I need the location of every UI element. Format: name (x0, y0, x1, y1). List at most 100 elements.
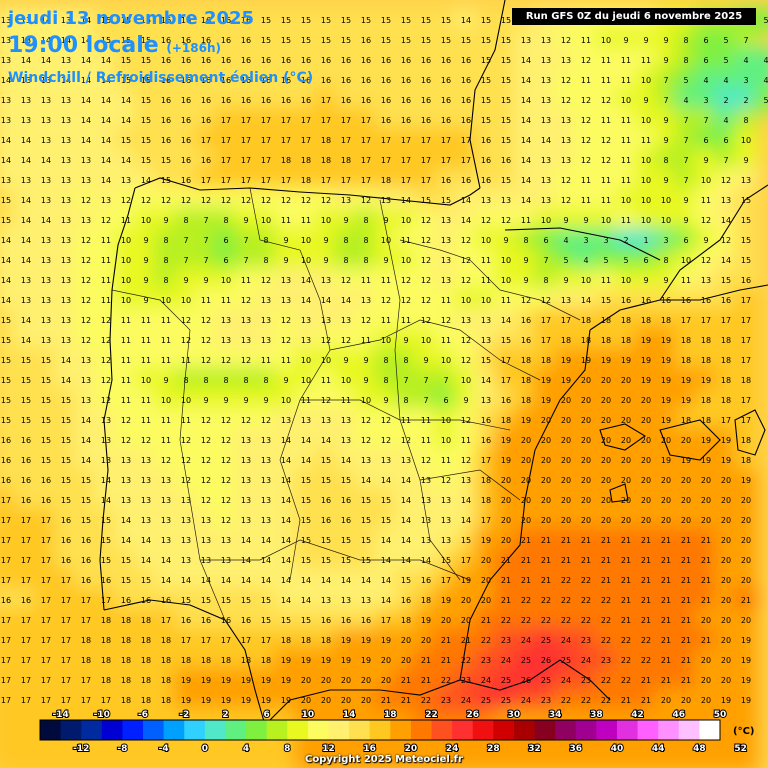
grid-value: 20 (541, 476, 551, 485)
grid-value: 23 (501, 636, 511, 645)
grid-value: 14 (81, 96, 91, 105)
grid-value: 15 (381, 16, 391, 25)
field-cell (494, 748, 518, 768)
grid-value: 7 (683, 116, 688, 125)
grid-value: 15 (301, 616, 311, 625)
grid-value: 11 (161, 436, 171, 445)
field-cell (14, 748, 38, 768)
field-cell (0, 648, 18, 672)
grid-value: 16 (161, 56, 171, 65)
grid-value: 18 (101, 656, 111, 665)
field-cell (0, 228, 18, 252)
grid-value: 14 (381, 596, 391, 605)
grid-value: 21 (581, 536, 591, 545)
grid-value: 17 (241, 116, 251, 125)
grid-value: 20 (741, 616, 751, 625)
grid-value: 21 (661, 576, 671, 585)
legend-swatch (431, 720, 453, 740)
grid-value: 10 (541, 216, 551, 225)
grid-value: 11 (461, 436, 471, 445)
grid-value: 8 (543, 276, 548, 285)
grid-value: 5 (603, 256, 608, 265)
grid-value: 26 (541, 656, 551, 665)
grid-value: 10 (121, 256, 131, 265)
grid-value: 20 (601, 376, 611, 385)
grid-value: 20 (721, 636, 731, 645)
grid-value: 20 (501, 496, 511, 505)
grid-value: 13 (161, 496, 171, 505)
grid-value: 11 (361, 336, 371, 345)
grid-value: 16 (401, 56, 411, 65)
grid-value: 12 (141, 436, 151, 445)
grid-value: 9 (323, 236, 328, 245)
grid-value: 13 (561, 116, 571, 125)
grid-value: 20 (661, 696, 671, 705)
grid-value: 15 (501, 96, 511, 105)
grid-value: 17 (281, 136, 291, 145)
grid-value: 11 (581, 196, 591, 205)
grid-value: 20 (521, 496, 531, 505)
grid-value: 15 (401, 576, 411, 585)
grid-value: 12 (401, 436, 411, 445)
grid-value: 15 (141, 156, 151, 165)
grid-value: 14 (341, 576, 351, 585)
grid-value: 12 (121, 436, 131, 445)
grid-value: 14 (241, 576, 251, 585)
grid-value: 17 (481, 516, 491, 525)
grid-value: 10 (261, 216, 271, 225)
grid-value: 14 (101, 116, 111, 125)
grid-value: 21 (541, 536, 551, 545)
grid-value: 12 (161, 456, 171, 465)
grid-value: 15 (501, 336, 511, 345)
grid-value: 11 (621, 216, 631, 225)
grid-value: 14 (201, 576, 211, 585)
field-cell (0, 488, 18, 512)
grid-value: 4 (703, 76, 708, 85)
grid-value: 15 (741, 236, 751, 245)
grid-value: 16 (401, 96, 411, 105)
grid-value: 15 (261, 616, 271, 625)
grid-value: 24 (581, 656, 591, 665)
grid-value: 10 (581, 276, 591, 285)
grid-value: 13 (21, 76, 31, 85)
grid-value: 7 (543, 256, 548, 265)
grid-value: 13 (721, 196, 731, 205)
grid-value: 17 (21, 616, 31, 625)
grid-value: 11 (161, 356, 171, 365)
grid-value: 16 (241, 616, 251, 625)
legend-swatch (349, 720, 371, 740)
grid-value: 21 (621, 616, 631, 625)
grid-value: 14 (181, 576, 191, 585)
grid-value: 10 (641, 196, 651, 205)
grid-value: 9 (583, 216, 588, 225)
grid-value: 13 (61, 156, 71, 165)
grid-value: 12 (101, 356, 111, 365)
grid-value: 19 (281, 696, 291, 705)
grid-value: 17 (701, 316, 711, 325)
grid-value: 9 (343, 216, 348, 225)
grid-value: 16 (221, 616, 231, 625)
grid-value: 16 (341, 96, 351, 105)
grid-value: 16 (481, 436, 491, 445)
grid-value: 9 (283, 256, 288, 265)
grid-value: 16 (201, 96, 211, 105)
grid-value: 11 (161, 336, 171, 345)
grid-value: 18 (601, 336, 611, 345)
grid-value: 10 (301, 256, 311, 265)
grid-value: 5 (683, 76, 688, 85)
grid-value: 17 (721, 416, 731, 425)
grid-value: 15 (501, 136, 511, 145)
grid-value: 19 (721, 436, 731, 445)
grid-value: 18 (481, 476, 491, 485)
legend-swatch (225, 720, 247, 740)
grid-value: 13 (61, 296, 71, 305)
grid-value: 21 (661, 656, 671, 665)
grid-value: 25 (481, 696, 491, 705)
legend-label: 38 (590, 710, 603, 720)
grid-value: 13 (41, 336, 51, 345)
grid-value: 23 (541, 696, 551, 705)
grid-value: 14 (61, 376, 71, 385)
grid-value: 15 (481, 16, 491, 25)
grid-value: 15 (321, 456, 331, 465)
grid-value: 14 (41, 216, 51, 225)
